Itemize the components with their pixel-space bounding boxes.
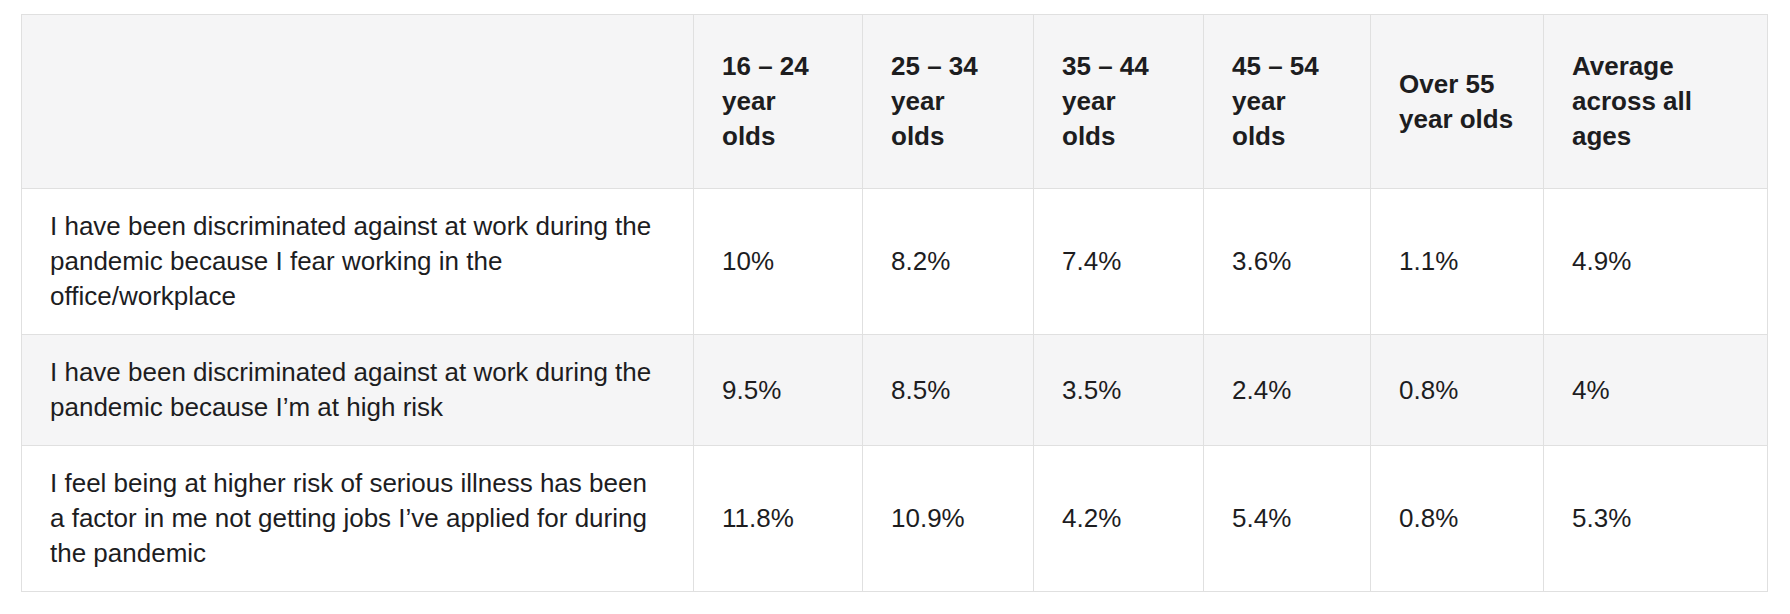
value-cell: 0.8% — [1371, 335, 1544, 446]
value-cell: 9.5% — [694, 335, 863, 446]
value-cell: 3.5% — [1034, 335, 1204, 446]
value-cell: 5.4% — [1204, 446, 1371, 592]
value-cell: 11.8% — [694, 446, 863, 592]
header-cell-45-54: 45 – 54 year olds — [1204, 15, 1371, 189]
header-cell-25-34: 25 – 34 year olds — [863, 15, 1034, 189]
header-row: 16 – 24 year olds 25 – 34 year olds 35 –… — [22, 15, 1768, 189]
question-cell: I feel being at higher risk of serious i… — [22, 446, 694, 592]
question-cell: I have been discriminated against at wor… — [22, 335, 694, 446]
table-row: I have been discriminated against at wor… — [22, 335, 1768, 446]
header-cell-16-24: 16 – 24 year olds — [694, 15, 863, 189]
value-cell: 0.8% — [1371, 446, 1544, 592]
header-cell-35-44: 35 – 44 year olds — [1034, 15, 1204, 189]
value-cell: 4% — [1544, 335, 1768, 446]
value-cell: 2.4% — [1204, 335, 1371, 446]
value-cell: 7.4% — [1034, 189, 1204, 335]
value-cell: 3.6% — [1204, 189, 1371, 335]
question-cell: I have been discriminated against at wor… — [22, 189, 694, 335]
table-row: I feel being at higher risk of serious i… — [22, 446, 1768, 592]
value-cell: 8.2% — [863, 189, 1034, 335]
value-cell: 4.2% — [1034, 446, 1204, 592]
value-cell: 10.9% — [863, 446, 1034, 592]
table-row: I have been discriminated against at wor… — [22, 189, 1768, 335]
value-cell: 10% — [694, 189, 863, 335]
table-header: 16 – 24 year olds 25 – 34 year olds 35 –… — [22, 15, 1768, 189]
header-cell-average: Average across all ages — [1544, 15, 1768, 189]
value-cell: 5.3% — [1544, 446, 1768, 592]
table-body: I have been discriminated against at wor… — [22, 189, 1768, 592]
age-discrimination-table: 16 – 24 year olds 25 – 34 year olds 35 –… — [21, 14, 1768, 592]
value-cell: 8.5% — [863, 335, 1034, 446]
header-cell-empty — [22, 15, 694, 189]
value-cell: 1.1% — [1371, 189, 1544, 335]
value-cell: 4.9% — [1544, 189, 1768, 335]
header-cell-over-55: Over 55 year olds — [1371, 15, 1544, 189]
table-container: 16 – 24 year olds 25 – 34 year olds 35 –… — [21, 14, 1768, 592]
